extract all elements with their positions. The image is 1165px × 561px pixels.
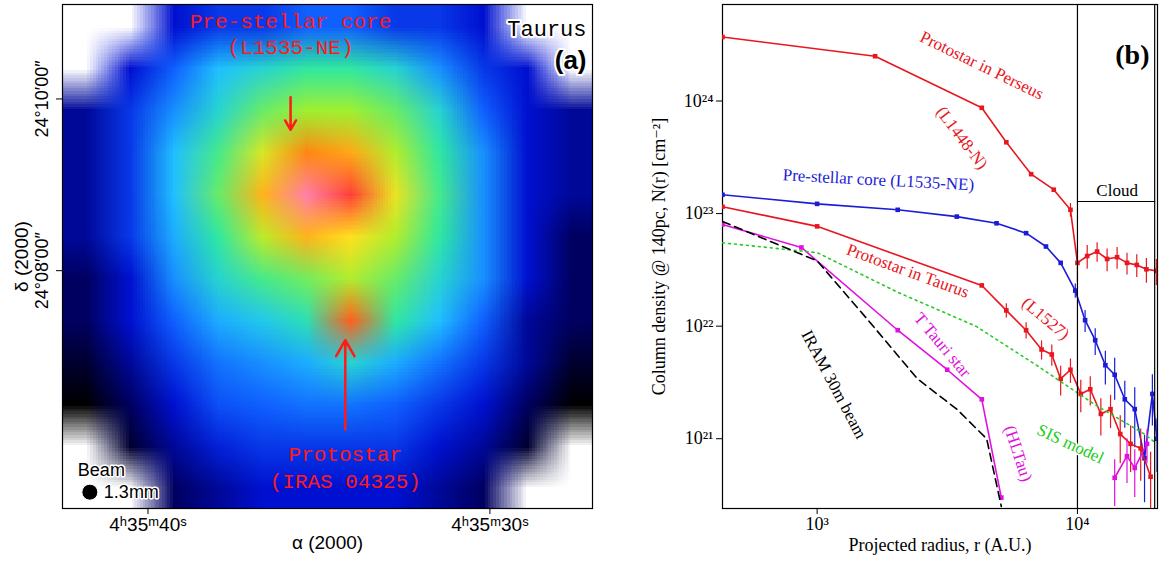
svg-text:(L1527): (L1527) — [1018, 293, 1073, 343]
svg-text:Protostar in Taurus: Protostar in Taurus — [844, 240, 972, 302]
svg-text:(L1448-N): (L1448-N) — [932, 103, 992, 173]
svg-text:Beam: Beam — [78, 460, 125, 480]
svg-text:(b): (b) — [1115, 39, 1149, 70]
svg-text:Protostar in Perseus: Protostar in Perseus — [917, 27, 1047, 103]
svg-text:Cloud: Cloud — [1096, 181, 1138, 200]
svg-text:4ʰ35ᵐ30ˢ: 4ʰ35ᵐ30ˢ — [451, 514, 529, 535]
svg-text:Taurus: Taurus — [507, 18, 586, 43]
svg-text:T Tauri star: T Tauri star — [910, 309, 975, 382]
svg-text:10³: 10³ — [805, 514, 829, 534]
svg-text:Column density @ 140pc, N(r) [: Column density @ 140pc, N(r) [cm⁻²] — [649, 118, 670, 395]
svg-text:(L1535-NE): (L1535-NE) — [228, 37, 354, 60]
svg-text:δ (2000): δ (2000) — [11, 221, 32, 292]
svg-text:10⁴: 10⁴ — [1065, 514, 1089, 534]
svg-text:Pre-stellar core: Pre-stellar core — [190, 11, 392, 34]
svg-text:24°08′00″: 24°08′00″ — [32, 232, 52, 310]
svg-text:IRAM 30m beam: IRAM 30m beam — [797, 327, 870, 442]
svg-text:Projected radius, r (A.U.): Projected radius, r (A.U.) — [849, 535, 1032, 556]
svg-text:4ʰ35ᵐ40ˢ: 4ʰ35ᵐ40ˢ — [109, 514, 187, 535]
svg-text:α (2000): α (2000) — [292, 532, 363, 553]
svg-text:Protostar: Protostar — [289, 444, 402, 467]
svg-text:10²²: 10²² — [685, 316, 714, 336]
svg-text:Pre-stellar core (L1535-NE): Pre-stellar core (L1535-NE) — [782, 165, 974, 194]
svg-text:1.3mm: 1.3mm — [104, 482, 159, 502]
svg-text:(IRAS 04325): (IRAS 04325) — [270, 471, 421, 494]
svg-text:10²⁴: 10²⁴ — [684, 91, 714, 111]
svg-text:10²³: 10²³ — [685, 203, 714, 223]
svg-text:10²¹: 10²¹ — [685, 428, 714, 448]
svg-text:(HLTau): (HLTau) — [1000, 423, 1036, 484]
svg-text:24°10′00″: 24°10′00″ — [32, 60, 52, 138]
svg-text:SIS model: SIS model — [1034, 420, 1107, 467]
svg-text:(a): (a) — [555, 45, 587, 75]
